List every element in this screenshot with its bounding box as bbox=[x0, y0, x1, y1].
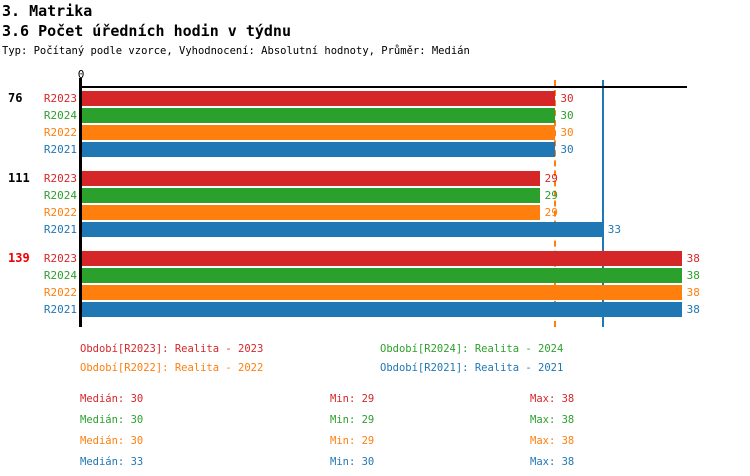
bar-value-label: 30 bbox=[560, 143, 574, 156]
series-row-label: R2023 bbox=[43, 92, 77, 105]
x-axis-tick-label: 0 bbox=[77, 68, 85, 81]
stat-max: Max: 38 bbox=[530, 393, 575, 405]
median-line-orange bbox=[554, 80, 557, 327]
bar-value-label: 30 bbox=[560, 126, 574, 139]
stat-median: Medián: 33 bbox=[80, 456, 144, 468]
bar-R2024 bbox=[82, 268, 682, 283]
bar-value-label: 29 bbox=[544, 189, 558, 202]
bar-value-label: 29 bbox=[544, 172, 558, 185]
stat-min: Min: 30 bbox=[330, 456, 375, 468]
bar-value-label: 38 bbox=[686, 303, 700, 316]
bar-value-label: 30 bbox=[560, 109, 574, 122]
bar-R2023 bbox=[82, 91, 556, 106]
y-axis bbox=[79, 78, 82, 327]
series-row-label: R2022 bbox=[43, 206, 77, 219]
stat-min: Min: 29 bbox=[330, 435, 375, 447]
series-row-label: R2021 bbox=[43, 223, 77, 236]
stat-max: Max: 38 bbox=[530, 414, 575, 426]
bar-value-label: 30 bbox=[560, 92, 574, 105]
bar-R2024 bbox=[82, 188, 540, 203]
bar-R2022 bbox=[82, 205, 540, 220]
page-title: 3. Matrika bbox=[2, 2, 93, 20]
bar-R2021 bbox=[82, 142, 556, 157]
bar-R2021 bbox=[82, 302, 682, 317]
series-row-label: R2023 bbox=[43, 252, 77, 265]
bar-R2024 bbox=[82, 108, 556, 123]
stat-median: Medián: 30 bbox=[80, 393, 144, 405]
median-line-blue bbox=[601, 80, 604, 327]
group-label: 111 bbox=[8, 171, 30, 185]
stat-min: Min: 29 bbox=[330, 414, 375, 426]
bar-R2021 bbox=[82, 222, 603, 237]
series-row-label: R2022 bbox=[43, 126, 77, 139]
page-meta: Typ: Počítaný podle vzorce, Vyhodnocení:… bbox=[2, 45, 470, 57]
stat-median: Medián: 30 bbox=[80, 435, 144, 447]
bar-value-label: 38 bbox=[686, 286, 700, 299]
stat-max: Max: 38 bbox=[530, 435, 575, 447]
bar-value-label: 38 bbox=[686, 252, 700, 265]
page-subtitle: 3.6 Počet úředních hodin v týdnu bbox=[2, 22, 291, 40]
series-row-label: R2024 bbox=[43, 269, 77, 282]
bar-R2023 bbox=[82, 171, 540, 186]
legend-item: Období[R2022]: Realita - 2022 bbox=[80, 362, 264, 374]
bar-R2023 bbox=[82, 251, 682, 266]
series-row-label: R2023 bbox=[43, 172, 77, 185]
bar-R2022 bbox=[82, 285, 682, 300]
bar-value-label: 29 bbox=[544, 206, 558, 219]
stat-max: Max: 38 bbox=[530, 456, 575, 468]
series-row-label: R2024 bbox=[43, 189, 77, 202]
legend-item: Období[R2023]: Realita - 2023 bbox=[80, 343, 264, 355]
stat-min: Min: 29 bbox=[330, 393, 375, 405]
stat-median: Medián: 30 bbox=[80, 414, 144, 426]
bar-value-label: 33 bbox=[607, 223, 621, 236]
legend-item: Období[R2021]: Realita - 2021 bbox=[380, 362, 564, 374]
series-row-label: R2022 bbox=[43, 286, 77, 299]
group-label: 76 bbox=[8, 91, 23, 105]
series-row-label: R2021 bbox=[43, 303, 77, 316]
bar-value-label: 38 bbox=[686, 269, 700, 282]
series-row-label: R2024 bbox=[43, 109, 77, 122]
series-row-label: R2021 bbox=[43, 143, 77, 156]
bar-R2022 bbox=[82, 125, 556, 140]
x-axis bbox=[79, 86, 687, 88]
group-label: 139 bbox=[8, 251, 30, 265]
bar-chart: 76 R2023 30 R2024 30 R2022 30 R2021 30 111 R2023 29… bbox=[8, 78, 700, 327]
legend-item: Období[R2024]: Realita - 2024 bbox=[380, 343, 564, 355]
